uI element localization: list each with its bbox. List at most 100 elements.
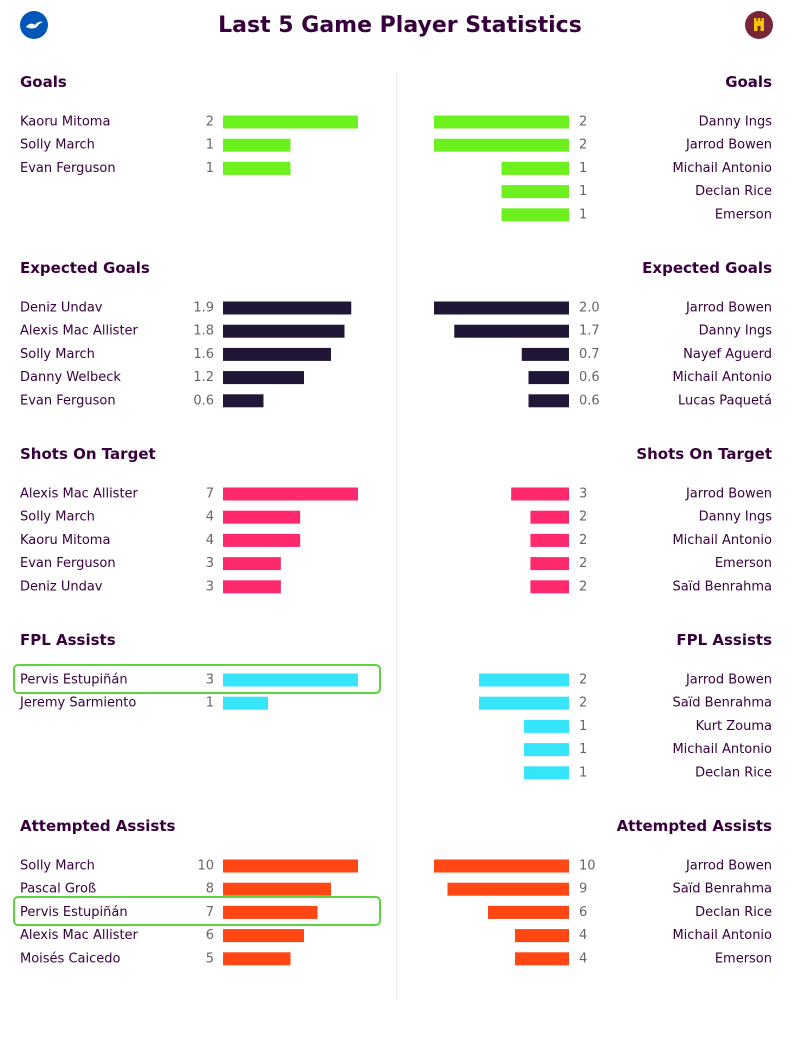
bar-right bbox=[447, 882, 569, 896]
player-name-right: Jarrod Bowen bbox=[685, 138, 772, 153]
bar-right bbox=[434, 138, 569, 152]
player-name-left: Jeremy Sarmiento bbox=[19, 696, 136, 711]
player-name-right: Jarrod Bowen bbox=[685, 487, 772, 502]
value-label-right: 6 bbox=[579, 905, 587, 920]
bar-left bbox=[223, 371, 304, 385]
bar-right bbox=[511, 487, 569, 501]
player-name-right: Michail Antonio bbox=[672, 928, 772, 943]
value-label-right: 2.0 bbox=[579, 301, 600, 316]
section-title-right: FPL Assists bbox=[676, 631, 772, 649]
section-title-left: FPL Assists bbox=[20, 631, 116, 649]
section-title-left: Shots On Target bbox=[20, 445, 156, 463]
player-name-left: Kaoru Mitoma bbox=[20, 533, 110, 548]
highlight-box bbox=[13, 896, 381, 927]
section-title-left: Expected Goals bbox=[20, 259, 150, 277]
player-name-left: Deniz Undav bbox=[20, 301, 103, 316]
value-label-right: 1 bbox=[579, 184, 587, 199]
bar-right bbox=[521, 347, 569, 361]
player-name-left: Solly March bbox=[20, 859, 95, 874]
value-label-right: 2 bbox=[579, 510, 587, 525]
value-label-left: 1.2 bbox=[193, 370, 214, 385]
bar-right bbox=[530, 557, 569, 571]
bar-right bbox=[454, 324, 569, 338]
bar-left bbox=[223, 580, 281, 594]
player-name-left: Alexis Mac Allister bbox=[20, 324, 139, 339]
value-label-left: 1.8 bbox=[193, 324, 214, 339]
player-name-right: Declan Rice bbox=[695, 765, 772, 780]
value-label-right: 2 bbox=[579, 533, 587, 548]
bar-right bbox=[528, 394, 569, 408]
bar-right bbox=[434, 115, 569, 129]
player-name-right: Danny Ings bbox=[699, 510, 773, 525]
value-label-left: 8 bbox=[206, 882, 214, 897]
player-name-right: Declan Rice bbox=[695, 905, 772, 920]
page-title: Last 5 Game Player Statistics bbox=[218, 13, 582, 38]
section-title-right: Shots On Target bbox=[636, 445, 772, 463]
player-name-left: Deniz Undav bbox=[20, 579, 103, 594]
player-name-right: Lucas Paquetá bbox=[678, 393, 772, 408]
player-name-left: Solly March bbox=[20, 138, 95, 153]
bar-right bbox=[479, 696, 569, 710]
bar-right bbox=[530, 510, 569, 524]
value-label-right: 1 bbox=[579, 765, 587, 780]
value-label-right: 2 bbox=[579, 579, 587, 594]
player-name-right: Jarrod Bowen bbox=[685, 301, 772, 316]
section-title-right: Attempted Assists bbox=[617, 817, 772, 835]
value-label-right: 1.7 bbox=[579, 324, 600, 339]
bar-left bbox=[223, 557, 281, 571]
bar-left bbox=[223, 510, 301, 524]
highlight-box bbox=[13, 664, 381, 694]
player-name-right: Danny Ings bbox=[699, 115, 773, 130]
value-label-left: 1.6 bbox=[193, 347, 214, 362]
value-label-left: 3 bbox=[206, 579, 214, 594]
bar-right bbox=[434, 859, 569, 873]
west-ham-crest-icon bbox=[745, 11, 773, 39]
player-name-left: Pervis Estupiñán bbox=[20, 905, 128, 920]
player-name-right: Saïd Benrahma bbox=[672, 579, 772, 594]
player-name-right: Jarrod Bowen bbox=[685, 673, 772, 688]
value-label-right: 2 bbox=[579, 556, 587, 571]
value-label-right: 2 bbox=[579, 696, 587, 711]
section-title-left: Goals bbox=[20, 73, 67, 91]
bar-left bbox=[223, 905, 318, 919]
bar-right bbox=[479, 673, 569, 687]
value-label-right: 1 bbox=[579, 207, 587, 222]
bar-left bbox=[223, 882, 331, 896]
value-label-left: 1 bbox=[206, 696, 214, 711]
bar-right bbox=[524, 719, 569, 733]
bar-left bbox=[223, 673, 358, 687]
bar-left bbox=[223, 301, 352, 315]
bar-left bbox=[223, 487, 358, 501]
bar-right bbox=[434, 301, 569, 315]
value-label-right: 0.7 bbox=[579, 347, 600, 362]
player-name-right: Saïd Benrahma bbox=[672, 696, 772, 711]
bar-right bbox=[501, 161, 569, 175]
bar-left bbox=[223, 533, 301, 547]
player-name-right: Michail Antonio bbox=[672, 370, 772, 385]
column-divider bbox=[396, 72, 397, 1000]
player-name-right: Emerson bbox=[715, 556, 772, 571]
player-name-right: Michail Antonio bbox=[672, 161, 772, 176]
player-name-right: Saïd Benrahma bbox=[672, 882, 772, 897]
value-label-left: 7 bbox=[206, 905, 214, 920]
value-label-right: 0.6 bbox=[579, 370, 600, 385]
value-label-left: 10 bbox=[197, 859, 214, 874]
value-label-left: 3 bbox=[206, 556, 214, 571]
value-label-left: 5 bbox=[206, 951, 214, 966]
bar-left bbox=[223, 859, 358, 873]
player-name-right: Emerson bbox=[715, 207, 772, 222]
bar-right bbox=[530, 533, 569, 547]
player-name-right: Danny Ings bbox=[699, 324, 773, 339]
value-label-left: 2 bbox=[206, 115, 214, 130]
value-label-right: 3 bbox=[579, 487, 587, 502]
player-name-left: Solly March bbox=[20, 347, 95, 362]
value-label-right: 10 bbox=[579, 859, 596, 874]
section-title-right: Goals bbox=[725, 73, 772, 91]
player-name-left: Evan Ferguson bbox=[20, 393, 116, 408]
player-name-left: Alexis Mac Allister bbox=[20, 928, 139, 943]
player-name-right: Nayef Aguerd bbox=[683, 347, 772, 362]
player-name-left: Moisés Caicedo bbox=[20, 951, 121, 966]
value-label-left: 3 bbox=[206, 673, 214, 688]
value-label-left: 7 bbox=[206, 487, 214, 502]
player-name-left: Pascal Groß bbox=[20, 882, 96, 897]
